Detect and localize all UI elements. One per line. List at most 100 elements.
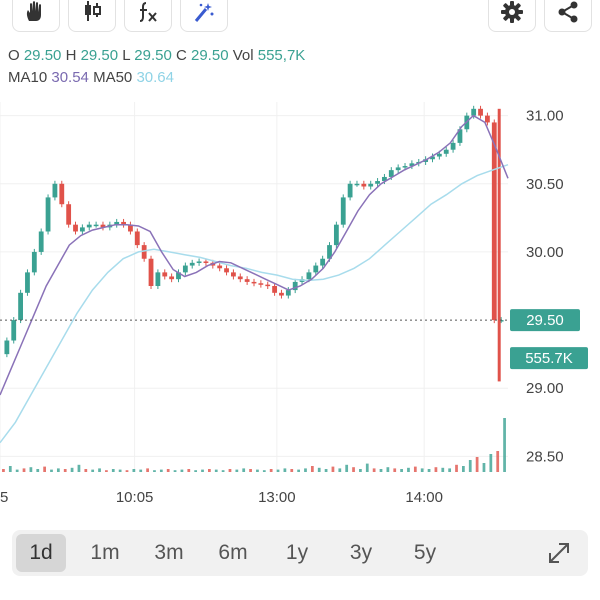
y-tick-label: 28.50 — [526, 448, 564, 465]
expand-icon — [549, 543, 569, 563]
volume-bar — [228, 469, 232, 472]
high-label: H — [65, 47, 77, 64]
last-volume-badge: 555.7K — [510, 347, 588, 370]
low-label: L — [122, 47, 131, 64]
volume-bar — [441, 467, 445, 472]
period-1m[interactable]: 1m — [90, 541, 120, 564]
last-price-label: 29.50 — [526, 312, 564, 329]
candle-body — [155, 272, 161, 286]
ma10-line — [0, 114, 509, 396]
volume-bar — [352, 467, 355, 472]
volume-bar — [448, 468, 452, 472]
candle-body — [436, 153, 442, 157]
volume-bar — [407, 467, 410, 472]
volume-bar — [139, 469, 143, 472]
candle-body — [100, 224, 106, 228]
candle-body — [86, 224, 92, 228]
volume-bar — [125, 470, 129, 472]
candle-body — [176, 272, 181, 280]
volume-bar — [434, 467, 438, 472]
candle-body — [79, 227, 85, 232]
volume-bar — [36, 469, 40, 472]
hand-icon — [26, 1, 41, 21]
low-value: 29.50 — [134, 47, 172, 64]
volume-bar — [146, 468, 149, 472]
candle-body — [203, 261, 209, 263]
indicator-tool-button[interactable] — [124, 0, 172, 32]
y-axis-labels: 31.00 30.50 30.00 29.00 28.50 — [526, 108, 564, 466]
x-tick-label: 13:00 — [258, 489, 296, 506]
candle-body — [141, 245, 147, 259]
candle-body — [237, 276, 243, 280]
volume-bar — [413, 466, 417, 472]
period-6m[interactable]: 6m — [218, 541, 248, 564]
candle-body — [333, 224, 339, 246]
candle-body — [38, 231, 44, 252]
volume-bar — [290, 469, 294, 472]
indicator-fx-icon — [139, 2, 157, 22]
chart-toolbar — [0, 0, 600, 36]
last-price-badge: 29.50 — [510, 309, 580, 332]
candle-body — [498, 320, 504, 322]
candle-body — [478, 108, 483, 116]
volume-bar — [173, 470, 177, 472]
volume-bar — [180, 469, 184, 472]
volume-bar — [317, 467, 321, 472]
volume-bar — [482, 463, 486, 472]
candle-body — [31, 251, 37, 273]
candle-body — [93, 224, 99, 227]
volume-bar — [475, 457, 479, 472]
candle-body — [388, 170, 394, 177]
volume-bar — [132, 469, 136, 472]
open-value: 29.50 — [23, 47, 62, 64]
candle-body — [485, 115, 490, 123]
magic-draw-icon — [194, 3, 214, 22]
volume-bar — [393, 468, 397, 472]
period-1d[interactable]: 1d — [16, 534, 66, 572]
volume-bar — [468, 460, 472, 472]
candle-body — [45, 197, 51, 232]
x-tick-label: 5 — [0, 489, 8, 506]
close-value: 29.50 — [191, 47, 229, 64]
hand-tool-button[interactable] — [12, 0, 60, 32]
volume-bar — [262, 470, 266, 472]
period-3y[interactable]: 3y — [349, 541, 373, 564]
period-5y[interactable]: 5y — [413, 541, 437, 564]
volume-bar — [43, 466, 46, 472]
expand-chart-button[interactable] — [544, 538, 574, 568]
volume-bar — [455, 464, 458, 472]
candle-body — [340, 197, 346, 225]
candle-body — [272, 286, 277, 293]
candle-body — [265, 284, 271, 287]
candle-body — [251, 281, 257, 284]
volume-bar — [70, 467, 74, 472]
volume-bar — [2, 469, 5, 472]
ma50-line — [0, 163, 509, 444]
settings-button[interactable] — [488, 0, 536, 32]
candle-body — [320, 258, 326, 266]
price-chart[interactable]: 31.00 30.50 30.00 29.00 28.50 5 10:05 13:00 14:… — [0, 90, 600, 510]
volume-bar — [249, 469, 252, 472]
period-3m[interactable]: 3m — [154, 541, 184, 564]
volume-bar — [427, 469, 431, 472]
candle-body — [162, 272, 168, 277]
candle-body — [121, 221, 126, 225]
magic-draw-button[interactable] — [180, 0, 228, 32]
volume-bar — [379, 469, 383, 472]
candle-body — [497, 108, 501, 382]
volume-bar — [310, 466, 314, 472]
period-1y[interactable]: 1y — [285, 541, 309, 564]
y-tick-label: 30.00 — [526, 244, 564, 261]
candle-body — [443, 149, 449, 154]
volume-bar — [242, 468, 246, 472]
volume-bar — [77, 464, 81, 472]
chart-grid — [0, 102, 508, 470]
candle-body — [430, 156, 435, 160]
share-button[interactable] — [544, 0, 592, 32]
volume-bar — [214, 469, 218, 472]
period-selector: 1d 1m 3m 6m 1y 3y 5y — [12, 530, 588, 576]
candlestick-tool-button[interactable] — [68, 0, 116, 32]
last-volume-label: 555.7K — [525, 350, 573, 367]
ma10-label: MA10 — [8, 69, 48, 86]
volume-bar — [153, 470, 156, 472]
